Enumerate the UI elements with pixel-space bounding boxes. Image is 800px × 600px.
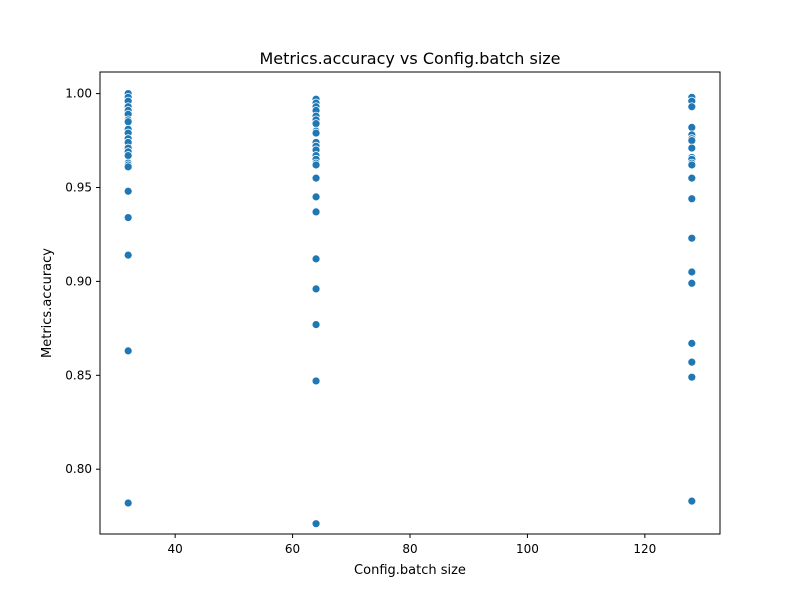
data-point bbox=[311, 284, 321, 294]
data-point bbox=[311, 173, 321, 183]
x-tick-label: 40 bbox=[168, 542, 183, 556]
y-tick-label: 1.00 bbox=[65, 87, 92, 101]
data-point bbox=[687, 496, 697, 506]
data-point bbox=[311, 192, 321, 202]
x-axis: 40 60 80 100 120 bbox=[168, 534, 656, 556]
y-tick-label: 0.80 bbox=[65, 462, 92, 476]
data-point bbox=[687, 278, 697, 288]
y-tick-label: 0.90 bbox=[65, 274, 92, 288]
data-point bbox=[687, 338, 697, 348]
data-point bbox=[311, 320, 321, 330]
data-point bbox=[687, 136, 697, 145]
data-point bbox=[311, 128, 321, 138]
y-tick-label: 0.95 bbox=[65, 181, 92, 195]
y-tick-label: 0.85 bbox=[65, 368, 92, 382]
data-point bbox=[123, 151, 133, 160]
chart-title: Metrics.accuracy vs Config.batch size bbox=[259, 49, 560, 68]
y-axis: 0.80 0.85 0.90 0.95 1.00 bbox=[65, 87, 100, 476]
data-point bbox=[687, 233, 697, 243]
data-point bbox=[123, 213, 133, 222]
y-axis-label: Metrics.accuracy bbox=[40, 248, 55, 358]
data-point bbox=[311, 254, 321, 264]
data-point bbox=[687, 267, 697, 277]
data-point bbox=[311, 160, 321, 170]
data-point bbox=[687, 123, 697, 132]
data-point bbox=[687, 357, 697, 367]
x-tick-label: 80 bbox=[402, 542, 417, 556]
data-point bbox=[123, 162, 133, 172]
data-point bbox=[311, 376, 321, 386]
data-point bbox=[687, 372, 697, 382]
data-point bbox=[687, 173, 697, 183]
x-tick-label: 60 bbox=[285, 542, 300, 556]
x-tick-label: 100 bbox=[516, 542, 539, 556]
data-point bbox=[687, 194, 697, 204]
data-point bbox=[311, 519, 321, 529]
data-point bbox=[687, 143, 697, 153]
x-tick-label: 120 bbox=[633, 542, 656, 556]
data-point bbox=[123, 250, 133, 260]
data-point bbox=[123, 186, 133, 196]
data-point bbox=[311, 119, 321, 129]
data-point bbox=[311, 207, 321, 217]
data-point bbox=[687, 102, 697, 112]
data-point bbox=[123, 498, 133, 508]
data-point bbox=[687, 160, 697, 170]
x-axis-label: Config.batch size bbox=[354, 563, 466, 578]
points-layer bbox=[123, 89, 697, 529]
data-point bbox=[123, 346, 133, 356]
data-point bbox=[123, 117, 133, 127]
